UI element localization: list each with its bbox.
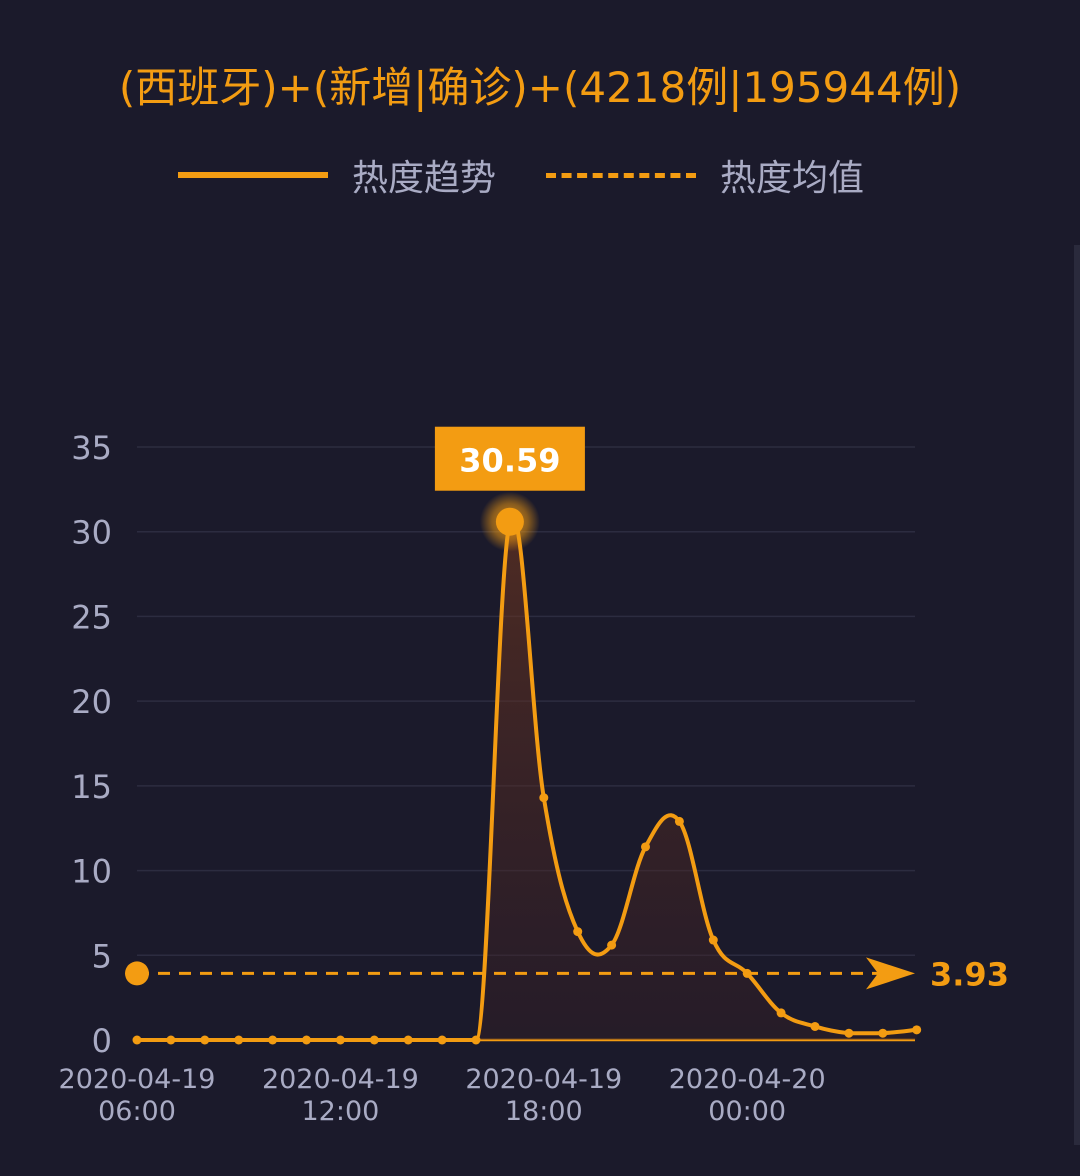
y-axis: 0 5 10 15 20 25 30 35 xyxy=(71,429,112,1060)
x-axis: 2020-04-1906:002020-04-1912:002020-04-19… xyxy=(59,1064,826,1127)
legend-swatch-trend xyxy=(178,172,328,178)
trend-point xyxy=(335,1035,345,1045)
trend-point xyxy=(268,1035,278,1045)
trend-series xyxy=(137,514,917,1042)
y-tick-label: 20 xyxy=(71,683,112,721)
trend-point xyxy=(708,935,718,945)
y-tick-label: 30 xyxy=(71,514,112,552)
x-tick-time: 12:00 xyxy=(301,1096,379,1127)
trend-point xyxy=(403,1035,413,1045)
trend-point xyxy=(166,1035,176,1045)
y-tick-label: 5 xyxy=(92,937,112,975)
mean-arrow-icon xyxy=(866,957,915,990)
peak-marker: 30.59 xyxy=(434,426,585,552)
legend-item-mean[interactable]: 热度均值 xyxy=(546,150,864,200)
x-tick-date: 2020-04-19 xyxy=(262,1064,419,1095)
trend-point xyxy=(776,1008,786,1018)
trend-point xyxy=(369,1035,379,1045)
trend-point xyxy=(878,1028,888,1038)
y-tick-label: 25 xyxy=(71,598,112,636)
trend-point xyxy=(200,1035,210,1045)
legend-swatch-mean xyxy=(546,172,696,178)
trend-point xyxy=(810,1021,820,1031)
trend-point xyxy=(844,1028,854,1038)
y-tick-label: 0 xyxy=(92,1022,112,1060)
trend-point xyxy=(641,842,650,852)
trend-point xyxy=(912,1025,922,1035)
y-tick-label: 10 xyxy=(71,853,112,891)
x-tick-date: 2020-04-19 xyxy=(465,1064,622,1095)
trend-line xyxy=(137,514,917,1042)
trend-area xyxy=(137,516,917,1040)
x-tick-time: 00:00 xyxy=(708,1096,786,1127)
x-tick-date: 2020-04-20 xyxy=(669,1064,826,1095)
peak-point xyxy=(495,507,524,536)
y-tick-label: 35 xyxy=(71,429,112,467)
trend-point xyxy=(539,793,549,803)
legend: 热度趋势 热度均值 xyxy=(0,150,1080,200)
trend-point xyxy=(302,1035,311,1045)
trend-point xyxy=(742,968,752,978)
mean-value-label: 3.93 xyxy=(930,955,1009,993)
trend-point xyxy=(674,816,684,826)
trend-point xyxy=(607,940,617,950)
trend-point xyxy=(437,1035,447,1045)
legend-item-trend[interactable]: 热度趋势 xyxy=(178,150,496,200)
chart-title: (西班牙)+(新增|确诊)+(4218例|195944例) xyxy=(118,63,962,112)
scrollbar[interactable] xyxy=(1074,245,1080,1145)
x-tick-date: 2020-04-19 xyxy=(59,1064,216,1095)
trend-point xyxy=(132,1035,142,1045)
trend-point xyxy=(573,927,583,937)
trend-point xyxy=(471,1035,481,1045)
trend-points xyxy=(132,793,922,1045)
y-tick-label: 15 xyxy=(71,768,112,806)
trend-point xyxy=(234,1035,244,1045)
mean-start-dot xyxy=(125,961,149,986)
x-tick-time: 18:00 xyxy=(505,1096,583,1127)
mean-series: 3.93 xyxy=(125,955,1009,993)
legend-label-mean: 热度均值 xyxy=(720,158,865,199)
trend-area-fill xyxy=(137,516,917,1040)
x-tick-time: 06:00 xyxy=(98,1096,176,1127)
peak-label-box xyxy=(434,426,585,491)
peak-value-label: 30.59 xyxy=(459,442,560,480)
legend-label-trend: 热度趋势 xyxy=(352,158,497,199)
